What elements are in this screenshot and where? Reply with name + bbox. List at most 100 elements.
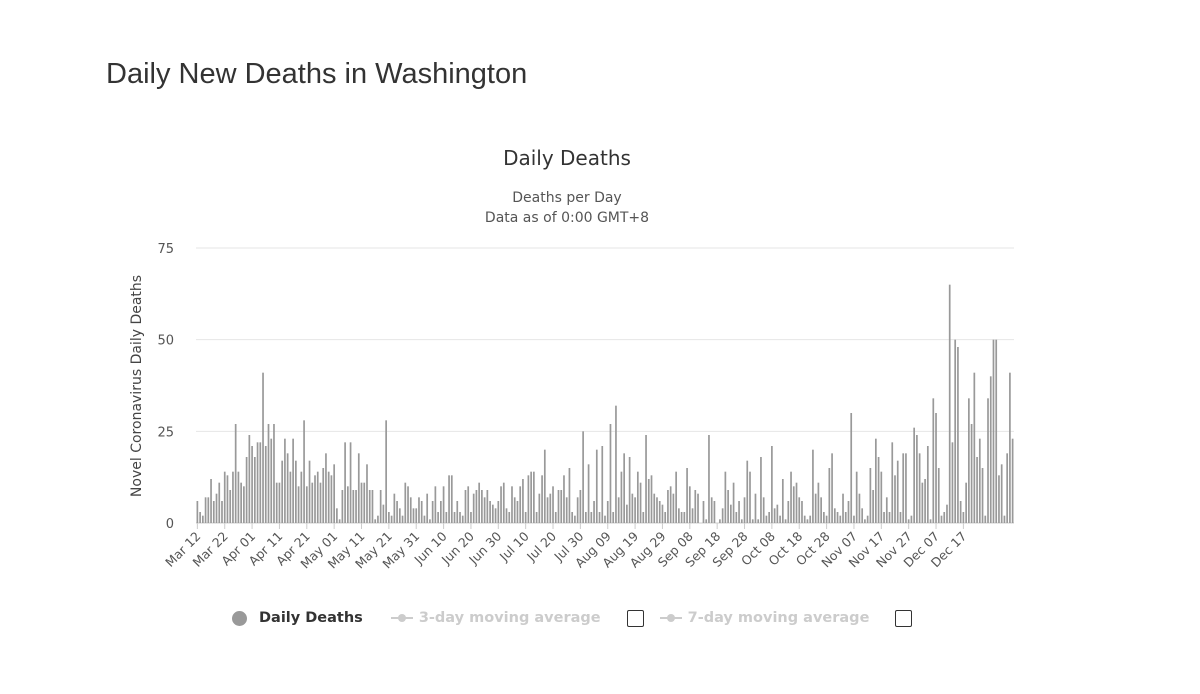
bar[interactable] [527, 475, 530, 523]
bar[interactable] [907, 519, 910, 523]
bar[interactable] [814, 493, 817, 523]
bar[interactable] [264, 446, 267, 523]
bar[interactable] [352, 490, 355, 523]
bar[interactable] [379, 490, 382, 523]
bar[interactable] [420, 501, 423, 523]
bar[interactable] [278, 482, 281, 523]
bar[interactable] [894, 475, 896, 523]
bar[interactable] [442, 486, 445, 523]
bar[interactable] [817, 482, 820, 523]
bar[interactable] [989, 376, 992, 523]
bar[interactable] [500, 486, 502, 523]
bar[interactable] [918, 453, 921, 523]
bar[interactable] [218, 482, 221, 523]
bar[interactable] [407, 486, 409, 523]
checkbox-7-day-average[interactable] [895, 609, 913, 627]
bar[interactable] [675, 471, 677, 523]
bar[interactable] [702, 501, 705, 523]
bar[interactable] [415, 508, 418, 523]
bar[interactable] [691, 508, 694, 523]
bar[interactable] [604, 515, 606, 523]
bar[interactable] [207, 497, 210, 523]
bar[interactable] [790, 471, 792, 523]
bar[interactable] [475, 490, 478, 523]
bar[interactable] [1009, 372, 1011, 523]
bar[interactable] [461, 515, 464, 523]
bar[interactable] [505, 508, 508, 523]
bar[interactable] [530, 471, 532, 523]
bar[interactable] [426, 493, 429, 523]
bar[interactable] [836, 512, 839, 523]
bar[interactable] [735, 512, 738, 523]
bar[interactable] [453, 512, 456, 523]
bar[interactable] [970, 424, 973, 523]
bar[interactable] [601, 446, 604, 523]
bar[interactable] [751, 519, 754, 523]
bar[interactable] [259, 442, 262, 523]
bar[interactable] [281, 460, 284, 523]
bar[interactable] [905, 453, 907, 523]
bar[interactable] [557, 490, 560, 523]
bar[interactable] [245, 457, 248, 523]
bar[interactable] [946, 504, 948, 523]
bar[interactable] [327, 471, 330, 523]
bar[interactable] [784, 519, 787, 523]
bar[interactable] [820, 497, 822, 523]
bar[interactable] [388, 512, 390, 523]
bar[interactable] [708, 435, 710, 523]
bar[interactable] [1003, 515, 1006, 523]
bar[interactable] [330, 475, 333, 523]
bar[interactable] [297, 486, 300, 523]
bar[interactable] [976, 457, 978, 523]
bar[interactable] [803, 515, 806, 523]
bar[interactable] [368, 490, 371, 523]
bar[interactable] [606, 501, 609, 523]
bar[interactable] [883, 512, 885, 523]
bar[interactable] [565, 497, 568, 523]
bar[interactable] [877, 457, 880, 523]
bar[interactable] [631, 493, 634, 523]
legend-item-3-day-average[interactable]: 3-day moving average [390, 610, 601, 626]
bar[interactable] [768, 512, 770, 523]
bar[interactable] [295, 460, 297, 523]
bar[interactable] [959, 501, 962, 523]
bar[interactable] [448, 475, 450, 523]
bar[interactable] [779, 515, 781, 523]
bar[interactable] [552, 486, 554, 523]
bar[interactable] [398, 508, 401, 523]
bar[interactable] [305, 486, 308, 523]
bar[interactable] [732, 482, 735, 523]
bar[interactable] [226, 475, 229, 523]
bar[interactable] [549, 493, 552, 523]
bar[interactable] [962, 512, 965, 523]
bar[interactable] [275, 482, 278, 523]
bar[interactable] [338, 519, 341, 523]
bar[interactable] [486, 490, 489, 523]
bar[interactable] [743, 497, 746, 523]
bar[interactable] [319, 482, 322, 523]
bar[interactable] [256, 442, 259, 523]
bar[interactable] [667, 490, 669, 523]
bar[interactable] [688, 486, 691, 523]
bar[interactable] [874, 438, 877, 523]
bar[interactable] [795, 482, 798, 523]
bar[interactable] [223, 471, 226, 523]
bar[interactable] [516, 501, 519, 523]
bar[interactable] [771, 446, 773, 523]
bar[interactable] [360, 482, 363, 523]
bar[interactable] [541, 475, 543, 523]
bar[interactable] [522, 479, 524, 523]
bar[interactable] [781, 479, 784, 523]
bar[interactable] [401, 515, 404, 523]
bar[interactable] [341, 490, 344, 523]
bar[interactable] [620, 471, 623, 523]
bar[interactable] [932, 398, 935, 523]
bar[interactable] [221, 501, 223, 523]
bar[interactable] [713, 501, 716, 523]
bar[interactable] [511, 486, 513, 523]
bar[interactable] [968, 398, 970, 523]
bar[interactable] [880, 471, 883, 523]
bar[interactable] [765, 515, 768, 523]
bar[interactable] [628, 457, 631, 523]
bar[interactable] [229, 490, 232, 523]
